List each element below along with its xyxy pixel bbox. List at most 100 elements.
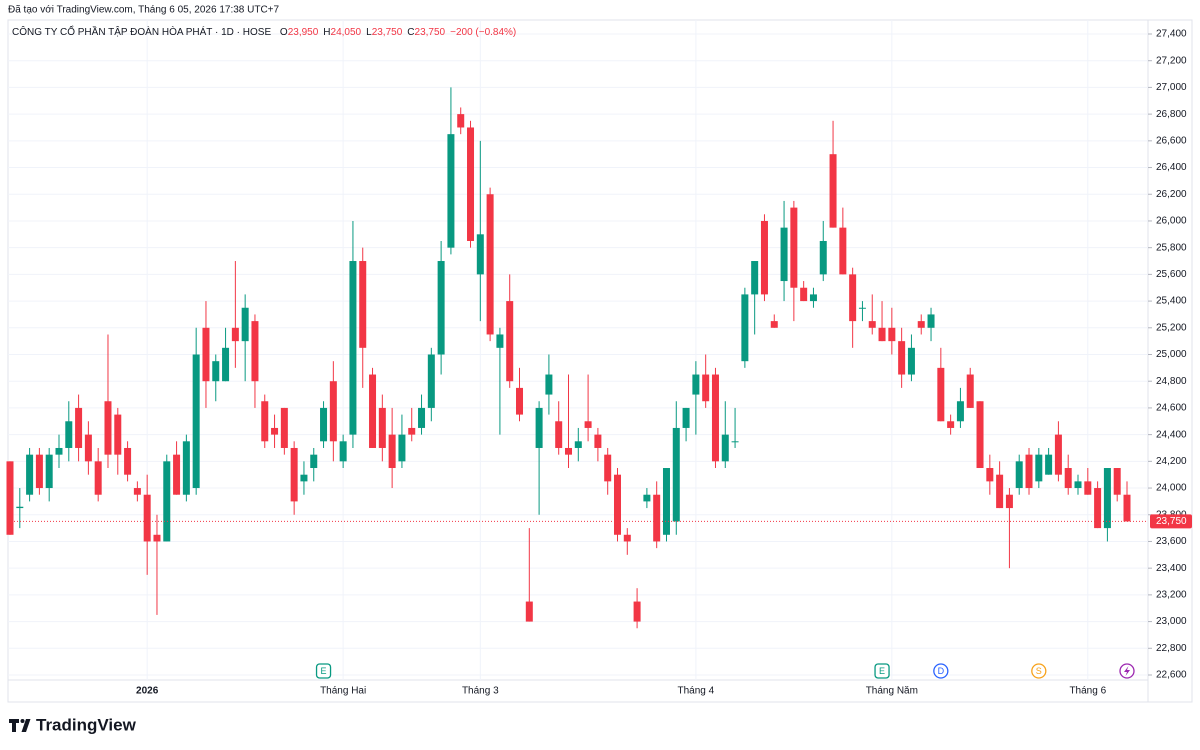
pane-border — [7, 19, 1193, 703]
candle-body — [996, 474, 1004, 509]
event-badge — [874, 663, 890, 679]
brand: TradingView — [36, 715, 137, 734]
candle-body — [114, 414, 122, 455]
candle-body — [927, 314, 935, 328]
candle-body — [947, 421, 955, 428]
candle-body — [829, 154, 837, 228]
y-tick-label: 25,000 — [1156, 349, 1187, 360]
candle-body — [858, 307, 866, 309]
candle-body — [94, 461, 102, 495]
event-label: E — [879, 666, 885, 676]
candle-body — [369, 374, 377, 448]
candle-body — [633, 601, 641, 622]
candle-body — [565, 447, 572, 455]
event-badge — [933, 663, 949, 679]
candle-body — [574, 441, 582, 448]
candle-body — [1054, 434, 1062, 475]
candle-body — [770, 321, 778, 328]
last-price-label: 23,750 — [1156, 516, 1187, 527]
candle-body — [878, 327, 886, 342]
last-price-box — [1150, 514, 1192, 529]
candle-body — [623, 534, 631, 542]
candle-body — [555, 421, 563, 448]
plot — [6, 87, 1148, 629]
candle-body — [65, 421, 73, 448]
y-tick-label: 25,200 — [1156, 322, 1187, 333]
y-tick-label: 24,200 — [1156, 456, 1187, 467]
legend-key: C — [407, 27, 414, 38]
candle-body — [986, 468, 994, 482]
candle-body — [956, 401, 964, 422]
logo-dot — [20, 719, 25, 723]
event-label: D — [938, 666, 945, 676]
candle-body — [594, 434, 602, 448]
y-tick-label: 25,400 — [1156, 296, 1187, 307]
candle-body — [192, 354, 200, 489]
y-tick-label: 24,600 — [1156, 403, 1187, 414]
y-tick-label: 27,200 — [1156, 55, 1187, 66]
candle-body — [937, 367, 945, 422]
candle-body — [839, 227, 847, 275]
candle-body — [251, 321, 259, 382]
candle-body — [231, 327, 239, 342]
candle-body — [682, 407, 690, 428]
candle-body — [1103, 468, 1111, 529]
legend-value: 23,750 — [372, 27, 403, 38]
candle-body — [800, 287, 808, 302]
candle-body — [702, 374, 710, 402]
candle-body — [6, 461, 14, 535]
symbol: CÔNG TY CỔ PHẦN TẬP ĐOÀN HÒA PHÁT · 1D ·… — [12, 25, 271, 38]
legend-value: 24,050 — [331, 27, 362, 38]
candle-body — [329, 381, 337, 442]
candle-body — [613, 474, 621, 535]
candle-body — [26, 454, 34, 495]
event-label: S — [1036, 666, 1042, 676]
candle-body — [457, 114, 465, 128]
candle-body — [496, 334, 504, 348]
candle-body — [104, 401, 112, 455]
candle-body — [1113, 468, 1121, 495]
candle-body — [378, 407, 386, 448]
candle-body — [760, 220, 768, 295]
candle-body — [133, 488, 141, 495]
y-tick-label: 24,400 — [1156, 429, 1187, 440]
candle-body — [584, 421, 592, 428]
candle-body — [525, 601, 533, 622]
candle-body — [418, 407, 426, 428]
candle-body — [45, 454, 53, 489]
candle-body — [535, 407, 543, 448]
candle-body — [339, 441, 347, 462]
candle-body — [1094, 488, 1102, 529]
candle-body — [300, 474, 308, 482]
candle-body — [349, 261, 357, 435]
candle-body — [173, 454, 181, 495]
candle-body — [427, 354, 435, 408]
candle-body — [1035, 454, 1043, 482]
candle-body — [1045, 454, 1053, 475]
candle-body — [35, 454, 43, 489]
candle-body — [1025, 454, 1033, 489]
candle-body — [388, 434, 396, 469]
candle-body — [751, 261, 759, 295]
y-tick-label: 27,400 — [1156, 29, 1187, 40]
candle-body — [1064, 468, 1072, 489]
candle-body — [271, 427, 279, 435]
y-tick-label: 22,800 — [1156, 643, 1187, 654]
candle-body — [672, 427, 680, 522]
candle-body — [163, 461, 171, 542]
x-tick-label: Tháng 4 — [678, 686, 715, 697]
candle-body — [1015, 461, 1023, 489]
y-tick-label: 23,200 — [1156, 590, 1187, 601]
candle-body — [790, 207, 798, 288]
candle-body — [261, 401, 269, 442]
legend-key: O — [280, 27, 288, 38]
candle-body — [868, 321, 876, 328]
candle-body — [153, 534, 161, 542]
y-tick-label: 22,600 — [1156, 670, 1187, 681]
candle-body — [662, 468, 670, 535]
legend-value: 23,750 — [415, 27, 446, 38]
candle-body — [437, 261, 445, 355]
candle-body — [359, 261, 367, 348]
